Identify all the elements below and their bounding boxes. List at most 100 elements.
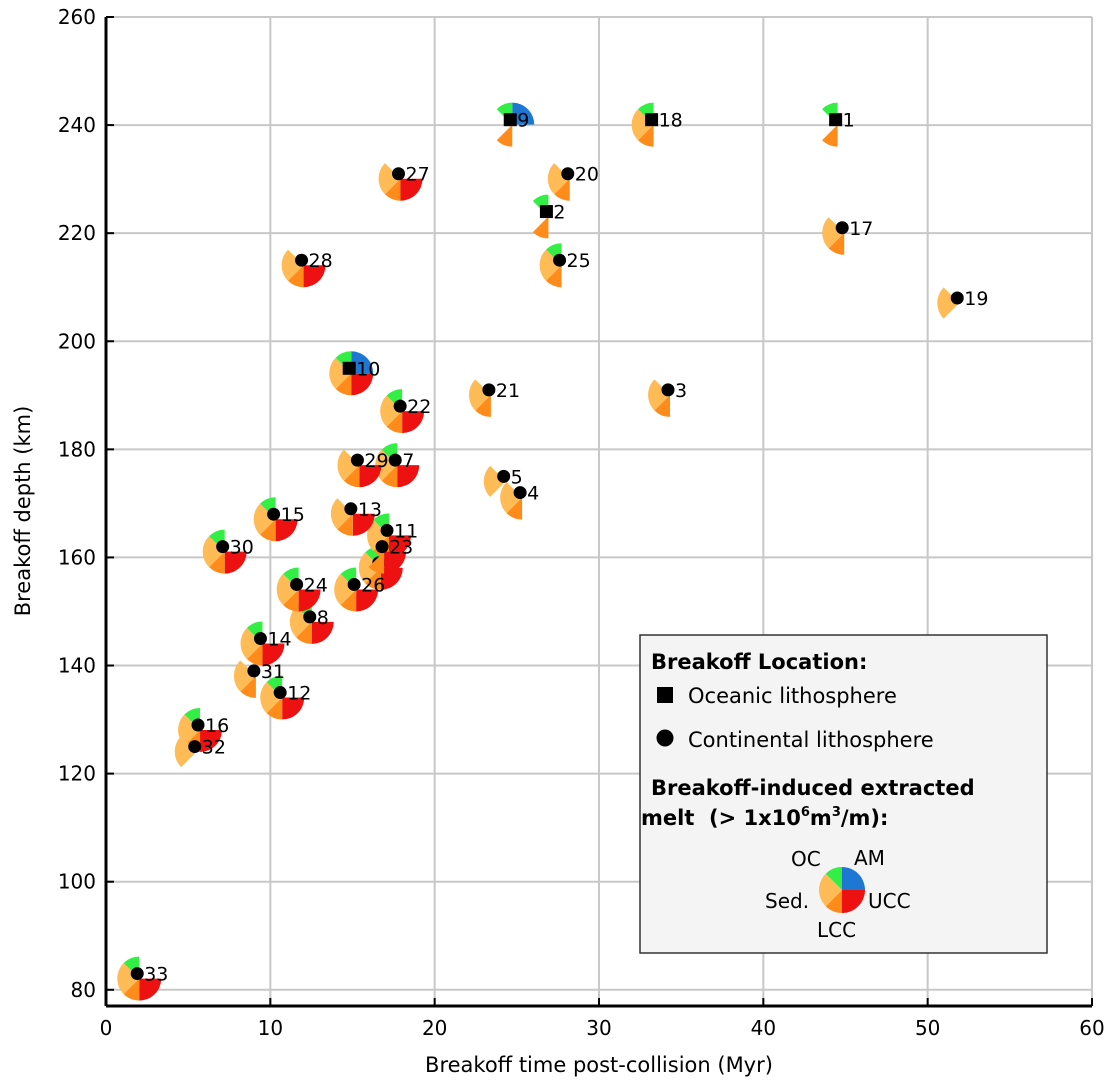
point-20-slice-ucc bbox=[554, 178, 570, 201]
point-22-label: 22 bbox=[407, 396, 431, 418]
point-9-slice-ucc bbox=[496, 124, 513, 147]
legend-key-label-sed: Sed. bbox=[765, 889, 809, 913]
point-28-slice-am bbox=[303, 265, 326, 288]
point-15-slice-lcc bbox=[253, 503, 276, 535]
legend-circle-marker bbox=[656, 729, 674, 747]
y-tick-label-160: 160 bbox=[58, 545, 96, 569]
point-10-slice-oc bbox=[351, 351, 374, 374]
point-10-label: 10 bbox=[356, 358, 380, 380]
data-point-4: 4 bbox=[500, 482, 539, 520]
point-27-label: 27 bbox=[406, 164, 430, 186]
point-16-label: 16 bbox=[205, 715, 229, 737]
legend-location-title: Breakoff Location: bbox=[651, 650, 867, 674]
point-33-label: 33 bbox=[144, 964, 168, 986]
data-point-24: 24 bbox=[276, 567, 328, 612]
y-tick-label-80: 80 bbox=[71, 978, 96, 1002]
point-16-slice-lcc bbox=[178, 714, 201, 746]
point-29-slice-am bbox=[359, 465, 382, 488]
point-15-slice-am bbox=[275, 519, 298, 542]
point-4-label: 4 bbox=[527, 483, 539, 505]
point-7-slice-lcc bbox=[375, 449, 398, 481]
point-3-circle-marker bbox=[661, 383, 675, 397]
point-14-slice-ucc bbox=[246, 643, 263, 666]
legend: Breakoff Location: Oceanic lithosphere C… bbox=[639, 634, 1048, 954]
point-11-label: 11 bbox=[394, 520, 418, 542]
point-31-slice-ucc bbox=[240, 675, 256, 698]
point-14-circle-marker bbox=[253, 632, 267, 646]
point-24-slice-am bbox=[298, 589, 321, 612]
point-20-slice-lcc bbox=[547, 163, 570, 195]
point-13-slice-am bbox=[352, 513, 375, 536]
legend-continental-label: Continental lithosphere bbox=[688, 728, 934, 752]
point-17-circle-marker bbox=[835, 221, 849, 235]
data-point-11: 11 bbox=[367, 513, 418, 558]
point-4-slice-ucc bbox=[506, 497, 523, 520]
point-30-slice-lcc bbox=[202, 536, 225, 568]
melt-title-sup-1: 6 bbox=[801, 805, 810, 820]
data-point-23: 23 bbox=[368, 537, 413, 574]
point-13-slice-ucc bbox=[337, 513, 353, 536]
point-25-circle-marker bbox=[553, 253, 567, 267]
point-26-slice-ucc bbox=[340, 589, 357, 612]
legend-melt-title-line2: melt (> 1x106m3/m): bbox=[641, 805, 888, 830]
grid-lines bbox=[106, 16, 1093, 1006]
data-point-25: 25 bbox=[539, 243, 591, 288]
point-7-slice-am bbox=[397, 465, 420, 488]
data-point-27: 27 bbox=[378, 163, 430, 201]
x-tick-label-40: 40 bbox=[751, 1016, 776, 1040]
legend-key-slice-lcc bbox=[819, 873, 842, 907]
point-29-circle-marker bbox=[350, 453, 364, 467]
point-9-square-marker bbox=[503, 113, 517, 127]
point-23-circle-marker bbox=[375, 540, 389, 554]
point-5-circle-marker bbox=[497, 469, 511, 483]
data-point-1: 1 bbox=[822, 102, 855, 147]
point-23-slice-am bbox=[384, 551, 407, 574]
melt-title-part-b: m bbox=[810, 806, 832, 830]
point-2-label: 2 bbox=[553, 202, 565, 224]
y-tick-label-100: 100 bbox=[58, 870, 96, 894]
point-26-label: 26 bbox=[361, 574, 385, 596]
point-30-slice-ucc bbox=[209, 551, 225, 574]
melt-title-part-c: /m): bbox=[841, 806, 889, 830]
point-1-slice-ucc bbox=[822, 124, 838, 147]
legend-square-marker bbox=[657, 687, 673, 703]
point-12-slice-lcc bbox=[260, 681, 283, 714]
point-3-label: 3 bbox=[675, 380, 687, 402]
point-12-slice-ucc bbox=[266, 697, 283, 720]
data-point-17: 17 bbox=[822, 217, 873, 255]
point-7-label: 7 bbox=[402, 450, 414, 472]
data-point-22: 22 bbox=[380, 389, 431, 434]
point-4-circle-marker bbox=[513, 486, 527, 500]
x-tick-label-60: 60 bbox=[1079, 1016, 1104, 1040]
y-tick-label-240: 240 bbox=[58, 113, 96, 137]
data-point-31: 31 bbox=[233, 660, 285, 698]
point-20-label: 20 bbox=[575, 164, 599, 186]
point-16-circle-marker bbox=[191, 718, 205, 732]
point-7-slice-ucc bbox=[381, 465, 398, 488]
y-tick-label-180: 180 bbox=[58, 437, 96, 461]
point-12-label: 12 bbox=[287, 683, 311, 705]
point-15-label: 15 bbox=[281, 504, 305, 526]
point-11-slice-lcc bbox=[367, 519, 390, 551]
data-point-30: 30 bbox=[202, 529, 254, 574]
y-tick-label-260: 260 bbox=[58, 5, 96, 29]
point-29-slice-ucc bbox=[343, 465, 360, 488]
point-26-circle-marker bbox=[347, 577, 361, 591]
point-14-slice-am bbox=[262, 643, 285, 666]
point-7-circle-marker bbox=[388, 453, 402, 467]
point-29-slice-lcc bbox=[337, 449, 360, 481]
point-26-slice-am bbox=[356, 589, 379, 612]
point-27-circle-marker bbox=[392, 167, 406, 181]
point-14-label: 14 bbox=[267, 629, 291, 651]
point-18-label: 18 bbox=[659, 110, 683, 132]
data-point-14: 14 bbox=[240, 621, 292, 666]
legend-key-label-lcc: LCC bbox=[817, 918, 856, 942]
point-9-slice-oc bbox=[512, 102, 535, 125]
point-17-slice-ucc bbox=[828, 232, 845, 255]
point-26-slice-lcc bbox=[334, 573, 357, 606]
x-tick-label-10: 10 bbox=[258, 1016, 283, 1040]
point-6-slice-ucc bbox=[365, 567, 381, 590]
point-21-circle-marker bbox=[482, 383, 496, 397]
point-19-circle-marker bbox=[950, 291, 964, 305]
